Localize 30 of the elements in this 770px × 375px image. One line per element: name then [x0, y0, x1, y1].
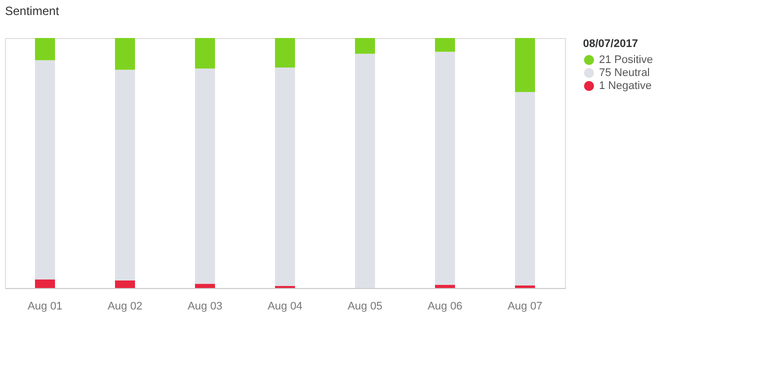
- x-tick-label: Aug 04: [268, 300, 302, 312]
- bar: [515, 92, 535, 286]
- bar: [275, 38, 295, 68]
- legend-label: 21 Positive: [599, 54, 653, 66]
- bar: [35, 38, 55, 60]
- bar: [355, 38, 375, 54]
- bar: [435, 284, 455, 288]
- bar: [195, 284, 215, 288]
- legend-title: 08/07/2017: [583, 38, 638, 50]
- bar: [515, 38, 535, 92]
- bar: [435, 38, 455, 52]
- x-tick-label: Aug 01: [28, 300, 62, 312]
- x-tick-label: Aug 07: [508, 300, 542, 312]
- bar: [275, 68, 295, 286]
- bar: [35, 280, 55, 288]
- bar: [355, 54, 375, 288]
- x-tick-label: Aug 03: [188, 300, 222, 312]
- x-tick-label: Aug 02: [108, 300, 142, 312]
- x-tick-label: Aug 06: [428, 300, 462, 312]
- bar: [115, 280, 135, 288]
- bar: [115, 38, 135, 70]
- legend-label: 1 Negative: [599, 80, 652, 92]
- bar: [195, 68, 215, 284]
- bar: [435, 52, 455, 285]
- bar: [35, 60, 55, 280]
- x-tick-label: Aug 05: [348, 300, 382, 312]
- chart-title: Sentiment: [5, 4, 60, 18]
- bar: [195, 38, 215, 68]
- bar: [115, 70, 135, 280]
- legend-label: 75 Neutral: [599, 67, 650, 79]
